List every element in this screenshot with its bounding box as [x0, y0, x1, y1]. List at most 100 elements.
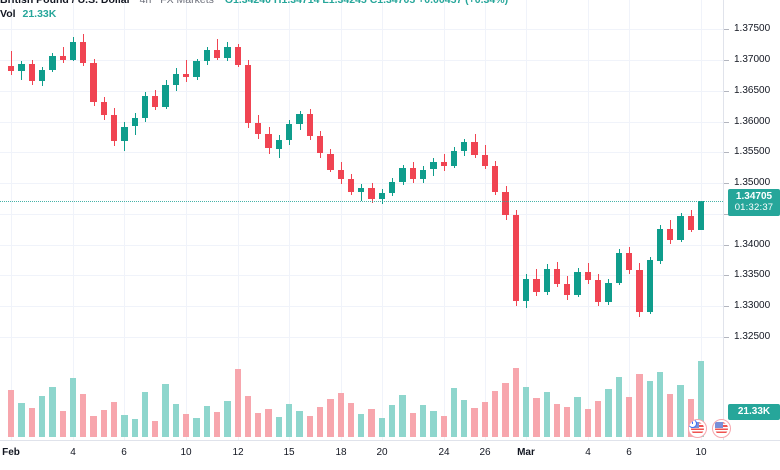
- volume-bar: [224, 400, 231, 437]
- volume-bar: [656, 371, 664, 437]
- volume-bar: [409, 413, 416, 437]
- volume-bar: [502, 382, 509, 437]
- candle-wick: [63, 46, 64, 63]
- volume-bar: [38, 395, 46, 437]
- flag-canton: [715, 422, 723, 428]
- price-tick-mark: [724, 183, 729, 184]
- candle-body: [286, 124, 293, 140]
- candle-body: [492, 165, 499, 192]
- candle-body: [656, 228, 664, 261]
- price-tick-label: 1.36000: [724, 116, 780, 128]
- candle-body: [172, 73, 180, 85]
- candle-body: [533, 278, 540, 293]
- volume-bar: [234, 369, 241, 437]
- grid-line-horizontal: [0, 244, 723, 246]
- volume-bar: [141, 391, 149, 437]
- grid-line-horizontal: [0, 90, 723, 92]
- volume-bar: [667, 394, 674, 437]
- grid-line-horizontal: [0, 305, 723, 307]
- time-tick-label: 6: [626, 447, 632, 458]
- volume-bar: [533, 398, 540, 437]
- price-tick-label: 1.35500: [724, 146, 780, 158]
- volume-bar: [471, 407, 478, 437]
- candle-body: [440, 162, 447, 166]
- grid-line-vertical: [588, 0, 589, 440]
- current-price-value: 1.34705: [735, 191, 773, 203]
- grid-line-vertical: [186, 0, 187, 440]
- price-tick-label: 1.37000: [724, 54, 780, 66]
- time-tick-label: 4: [70, 447, 76, 458]
- time-scale[interactable]: Feb 4 6 10 12 15 18 20 24 26 Mar 4 6 10: [0, 440, 780, 470]
- volume-bar: [172, 404, 180, 437]
- current-price-badge[interactable]: 1.34705 01:32:37: [728, 189, 780, 217]
- grid-line-horizontal: [0, 336, 723, 338]
- volume-bar: [337, 392, 344, 437]
- candle-body: [595, 280, 602, 303]
- volume-bar: [512, 367, 519, 437]
- price-tick-mark: [724, 305, 729, 307]
- candle-body: [461, 142, 468, 151]
- candle-body: [450, 151, 458, 166]
- candle-body: [430, 162, 437, 170]
- grid-line-vertical: [341, 0, 342, 440]
- candle-body: [28, 64, 35, 81]
- volume-bar: [90, 415, 97, 437]
- candle-body: [687, 216, 695, 230]
- volume-bar: [18, 403, 25, 437]
- price-tick-mark: [724, 90, 729, 92]
- grid-line-horizontal: [0, 213, 723, 215]
- price-tick-mark: [724, 152, 729, 154]
- volume-bar: [100, 409, 107, 437]
- volume-bar: [677, 385, 684, 437]
- grid-line-vertical: [382, 0, 383, 440]
- grid-line-vertical: [73, 0, 74, 440]
- volume-bar: [553, 404, 561, 437]
- volume-badge[interactable]: 21.33K: [728, 404, 780, 420]
- volume-bar: [296, 411, 303, 437]
- volume-bar: [80, 393, 87, 437]
- candle-body: [368, 187, 375, 199]
- volume-bar: [162, 384, 169, 437]
- candle-body: [419, 169, 427, 180]
- candle-body: [90, 63, 97, 102]
- price-tick-mark: [724, 244, 729, 246]
- grid-line-vertical: [238, 0, 239, 440]
- candle-body: [502, 191, 509, 215]
- candle-wick: [186, 60, 187, 83]
- volume-bar: [543, 391, 550, 437]
- volume-bar: [625, 396, 633, 437]
- volume-bar: [265, 408, 272, 437]
- volume-bar: [110, 401, 118, 437]
- candle-body: [121, 126, 128, 142]
- volume-bar: [368, 409, 375, 437]
- volume-bar: [574, 397, 581, 437]
- volume-bar: [461, 399, 468, 437]
- volume-bar: [481, 402, 489, 437]
- candle-body: [224, 46, 231, 58]
- price-tick-mark: [724, 275, 729, 277]
- candle-body: [316, 136, 324, 154]
- price-scale[interactable]: 1.37500 1.37000 1.36500 1.36000 1.35500 1.350…: [723, 0, 780, 440]
- volume-bar: [595, 401, 602, 437]
- chart-plot-area[interactable]: [0, 0, 723, 440]
- price-tick-mark: [724, 121, 729, 123]
- candle-body: [80, 41, 87, 64]
- candle-body: [337, 169, 344, 180]
- economic-event-flag-1[interactable]: [688, 419, 707, 438]
- candle-body: [481, 154, 489, 166]
- volume-bar: [584, 409, 592, 437]
- time-tick-label: 4: [585, 447, 591, 458]
- candle-body: [358, 187, 365, 192]
- candle-body: [69, 41, 77, 61]
- candle-body: [347, 179, 355, 192]
- price-tick-label: 1.36500: [724, 85, 780, 97]
- volume-bar: [615, 376, 622, 437]
- candle-body: [193, 61, 200, 78]
- volume-bar: [450, 388, 458, 437]
- candle-body: [296, 114, 303, 124]
- candle-body: [234, 46, 241, 65]
- time-tick-label: 20: [376, 447, 388, 458]
- time-tick-label: 10: [180, 447, 192, 458]
- volume-bar: [399, 394, 406, 437]
- economic-event-flag-2[interactable]: [712, 419, 731, 438]
